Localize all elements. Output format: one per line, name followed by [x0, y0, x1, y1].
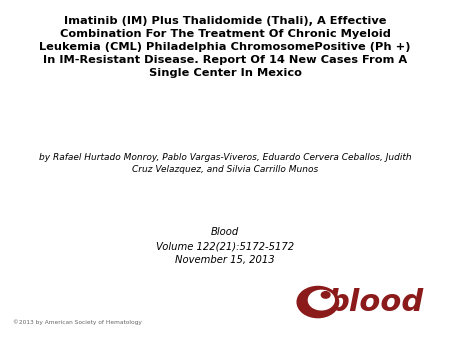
Text: ©2013 by American Society of Hematology: ©2013 by American Society of Hematology	[14, 319, 142, 325]
Circle shape	[321, 292, 330, 298]
Text: Blood
Volume 122(21):5172-5172
November 15, 2013: Blood Volume 122(21):5172-5172 November …	[156, 227, 294, 265]
Text: Imatinib (IM) Plus Thalidomide (Thali), A Effective
Combination For The Treatmen: Imatinib (IM) Plus Thalidomide (Thali), …	[39, 17, 411, 78]
Text: blood: blood	[328, 288, 424, 316]
Text: by Rafael Hurtado Monroy, Pablo Vargas-Viveros, Eduardo Cervera Ceballos, Judith: by Rafael Hurtado Monroy, Pablo Vargas-V…	[39, 153, 411, 174]
Circle shape	[297, 287, 338, 318]
Circle shape	[308, 290, 334, 310]
